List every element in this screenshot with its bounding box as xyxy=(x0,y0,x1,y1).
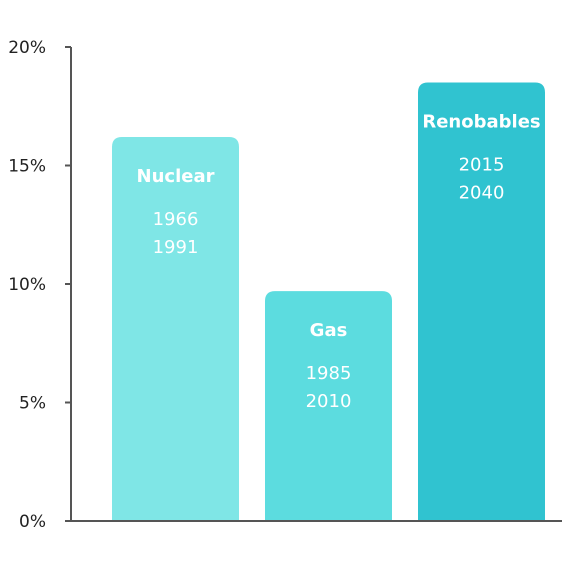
bar-year-label: 2015 xyxy=(459,155,505,176)
bar-year-label: 1991 xyxy=(153,237,199,258)
bar-category-label: Gas xyxy=(310,320,348,341)
bar-year-label: 1966 xyxy=(153,209,199,230)
y-tick-label: 10% xyxy=(8,275,46,295)
bar-category-label: Nuclear xyxy=(137,166,215,187)
y-tick-label: 5% xyxy=(19,394,46,414)
bar-nuclear xyxy=(112,137,239,521)
bar-category-label: Renobables xyxy=(422,112,540,133)
bar-year-label: 1985 xyxy=(306,363,352,384)
y-tick-label: 20% xyxy=(8,38,46,58)
bar-year-label: 2040 xyxy=(459,183,505,204)
bar-renobables xyxy=(418,82,545,522)
bar-year-label: 2010 xyxy=(306,391,352,412)
y-tick-label: 0% xyxy=(19,512,46,532)
bar-gas xyxy=(265,291,392,521)
y-axis-ticks: 0% 5% 10% 15% 20% xyxy=(8,38,71,532)
bars: Nuclear 1966 1991 Gas 1985 2010 Renobables 2015… xyxy=(112,82,545,522)
y-tick-label: 15% xyxy=(8,157,46,177)
